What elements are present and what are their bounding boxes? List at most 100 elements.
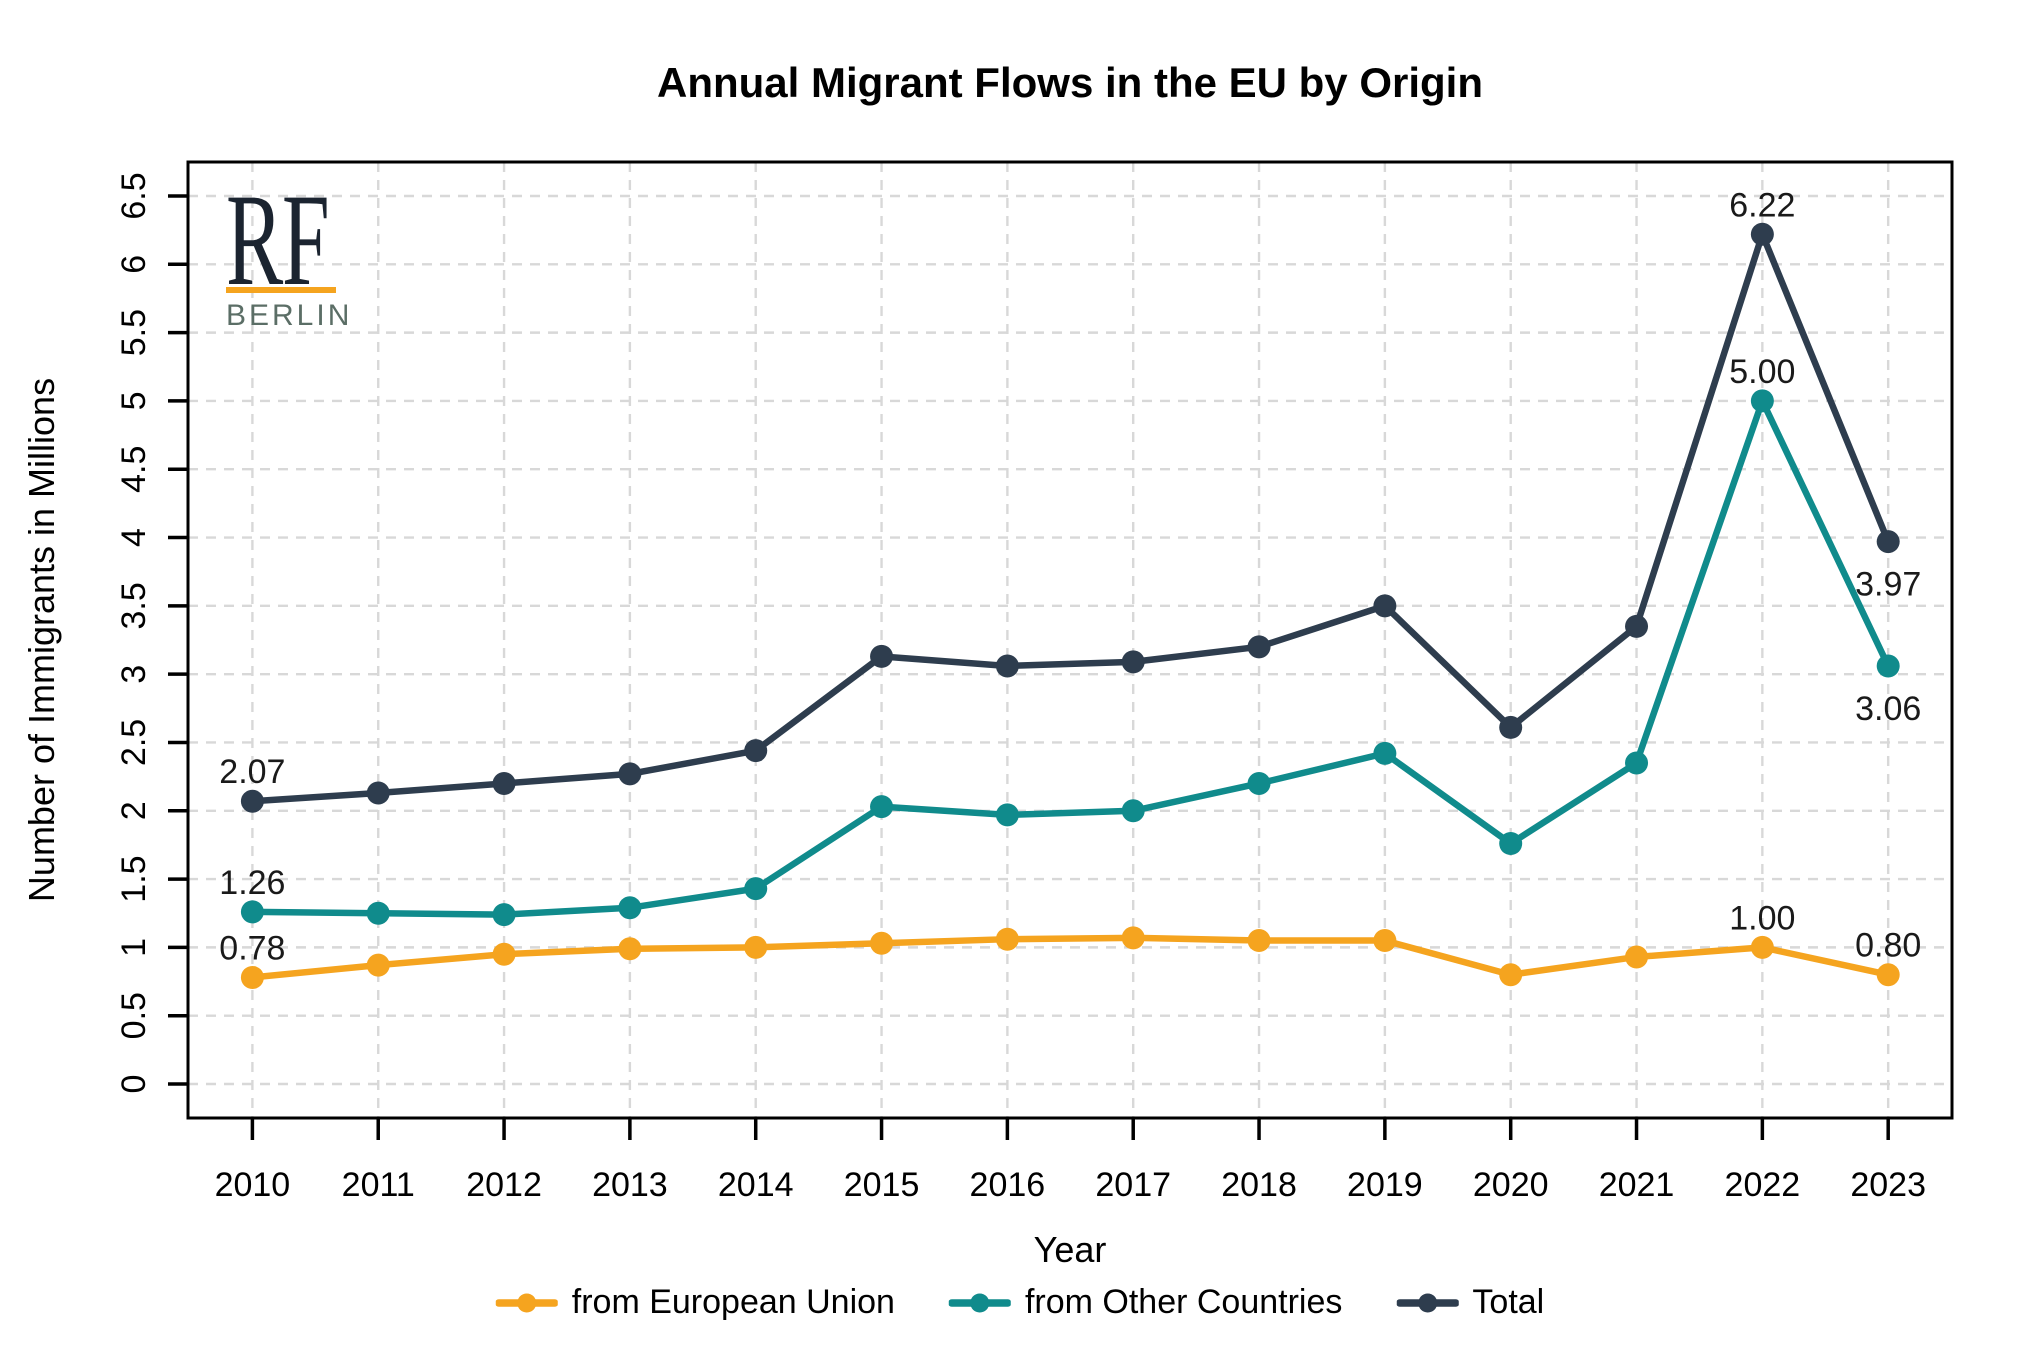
legend: from European Union from Other Countries… (495, 1283, 1544, 1322)
x-tick-label: 2016 (970, 1166, 1046, 1204)
data-point-from-european-union-2017 (1121, 926, 1145, 950)
data-point-from-european-union-2010 (240, 965, 264, 989)
data-point-label: 0.80 (1855, 927, 1921, 965)
y-tick-label: 5 (115, 391, 153, 410)
data-point-from-european-union-2016 (995, 927, 1019, 951)
series-line-from-european-union (249, 934, 1892, 981)
data-point-from-other-countries-2019 (1373, 741, 1397, 765)
y-tick-label: 2 (115, 801, 153, 820)
data-point-from-other-countries-2015 (870, 795, 894, 819)
y-tick-label: 4 (115, 528, 153, 547)
y-tick-label: 5.5 (115, 309, 153, 356)
axis-tick-labels: 2010 2011 2012 2013 2014 2 0 1 5 2016 2017 2018 2019… (115, 172, 1926, 1204)
data-point-from-european-union-2012 (492, 942, 516, 966)
y-tick-label: 2.5 (115, 719, 153, 766)
plot-border (186, 160, 1954, 1120)
x-tick-label: 2018 (1221, 1166, 1297, 1204)
grid (188, 162, 1952, 1118)
data-point-from-european-union-2020 (1499, 963, 1523, 987)
data-point-from-other-countries-2022 (1750, 389, 1774, 413)
logo-berlin-text: BERLIN (226, 299, 353, 332)
y-tick-label: 6.5 (115, 172, 153, 219)
y-tick-label: 3 (115, 665, 153, 684)
y-tick-label: 6 (115, 255, 153, 274)
legend-marker-total-icon (1396, 1293, 1459, 1312)
data-point-from-other-countries-2017 (1121, 799, 1145, 823)
data-point-from-european-union-2021 (1625, 945, 1649, 969)
x-tick-label: 2017 (1095, 1166, 1171, 1204)
data-point-total-2017 (1121, 650, 1145, 674)
data-point-from-european-union-2019 (1373, 929, 1397, 953)
data-point-total-2015 (870, 644, 894, 668)
data-point-from-european-union-2018 (1247, 929, 1271, 953)
data-point-from-other-countries-2012 (492, 903, 516, 927)
data-point-from-other-countries-2018 (1247, 771, 1271, 795)
data-point-total-2016 (995, 654, 1019, 678)
data-point-label: 2.07 (219, 753, 285, 791)
data-point-total-2019 (1373, 594, 1397, 618)
legend-item-total: Total (1396, 1283, 1544, 1322)
data-point-from-european-union-2014 (744, 935, 768, 959)
data-point-from-european-union-2023 (1876, 963, 1900, 987)
data-point-from-european-union-2022 (1750, 935, 1774, 959)
legend-label: from European Union (571, 1283, 895, 1321)
data-point-total-2011 (366, 781, 390, 805)
y-tick-label: 0.5 (115, 992, 153, 1039)
y-tick-label: 1.5 (115, 855, 153, 902)
data-point-total-2023 (1876, 530, 1900, 554)
x-tick-label: 2013 (592, 1166, 668, 1204)
data-point-total-2022 (1750, 222, 1774, 246)
data-point-total-2018 (1247, 635, 1271, 659)
x-tick-label: 2014 (718, 1166, 794, 1204)
axis-ticks (168, 194, 1890, 1140)
logo-underline (226, 287, 336, 293)
x-tick-label: 2022 (1725, 1166, 1801, 1204)
y-tick-label: 3.5 (115, 582, 153, 629)
series-lines (240, 222, 1900, 989)
x-tick-label: 2010 (215, 1166, 291, 1204)
data-point-total-2014 (744, 739, 768, 763)
x-tick-label: 2019 (1347, 1166, 1423, 1204)
y-axis-title: Number of Immigrants in Millions (21, 378, 62, 902)
rf-berlin-logo: RF BERLIN (226, 166, 366, 333)
data-point-label: 0.78 (219, 929, 285, 967)
data-point-from-other-countries-2010 (240, 900, 264, 924)
data-point-from-other-countries-2023 (1876, 654, 1900, 678)
logo-rf-text: RF (226, 166, 330, 313)
data-point-total-2020 (1499, 715, 1523, 739)
y-tick-label: 4.5 (115, 446, 153, 493)
data-point-from-other-countries-2014 (744, 877, 768, 901)
data-point-label: 1.26 (219, 864, 285, 902)
x-tick-label: 2011 (342, 1166, 415, 1204)
legend-marker-eu-icon (495, 1293, 558, 1312)
legend-item-from-european-union: from European Union (495, 1283, 895, 1322)
data-point-from-other-countries-2021 (1625, 751, 1649, 775)
data-point-from-other-countries-2020 (1499, 832, 1523, 856)
chart-title: Annual Migrant Flows in the EU by Origin (657, 59, 1483, 106)
data-point-from-other-countries-2013 (618, 896, 642, 920)
legend-item-from-other-countries: from Other Countries (948, 1283, 1343, 1322)
data-point-from-european-union-2011 (366, 953, 390, 977)
data-point-total-2012 (492, 771, 516, 795)
series-line-total (249, 231, 1892, 805)
data-point-label: 5.00 (1729, 353, 1795, 391)
data-point-label: 6.22 (1729, 186, 1795, 224)
y-tick-label: 0 (115, 1075, 153, 1094)
data-point-label: 1.00 (1729, 899, 1795, 937)
x-tick-label: 2020 (1473, 1166, 1549, 1204)
x-tick-label: 2021 (1599, 1166, 1675, 1204)
data-point-total-2021 (1625, 614, 1649, 638)
data-point-label: 3.97 (1855, 566, 1921, 604)
data-point-from-european-union-2013 (618, 937, 642, 961)
y-tick-label: 1 (115, 938, 153, 957)
x-axis-title: Year (1034, 1229, 1107, 1270)
x-tick-label: 2012 (466, 1166, 542, 1204)
data-point-total-2013 (618, 762, 642, 786)
legend-label: from Other Countries (1024, 1283, 1343, 1321)
data-point-labels: 2.07 1.26 0.78 6.22 5.00 1.00 3.97 3.06 0.80 (219, 186, 1921, 967)
data-point-from-other-countries-2016 (995, 803, 1019, 827)
x-tick-label: 2023 (1850, 1166, 1926, 1204)
legend-marker-other-icon (948, 1293, 1011, 1312)
